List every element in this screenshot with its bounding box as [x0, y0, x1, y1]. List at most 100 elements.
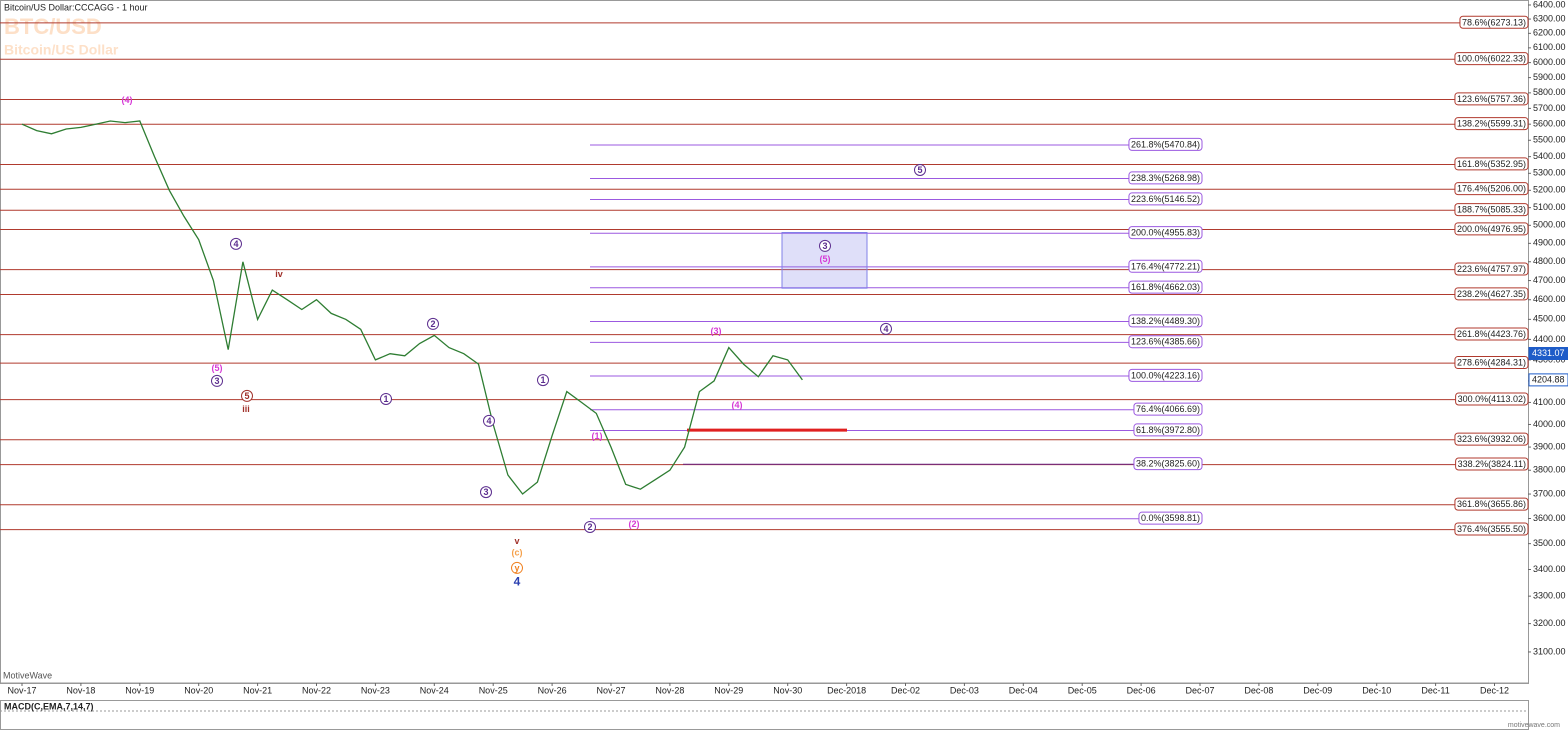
wave-label: 4: [486, 416, 491, 426]
outer-level-label: 376.4%(3555.50): [1457, 524, 1526, 534]
wave-circle: [483, 414, 495, 427]
price-line: [21, 120, 803, 495]
y-tick-label: 3700.00: [1533, 488, 1566, 498]
y-tick-label: 4600.00: [1533, 294, 1566, 304]
inner-level-label: 123.6%(4385.66): [1131, 337, 1200, 347]
inner-level-label: 38.2%(3825.60): [1136, 459, 1200, 469]
y-tick-label: 5000.00: [1533, 220, 1566, 230]
wave-label: v: [514, 536, 519, 546]
inner-level-label: 200.0%(4955.83): [1131, 228, 1200, 238]
outer-level-label: 300.0%(4113.02): [1458, 394, 1526, 404]
x-tick-label: Nov-28: [655, 685, 684, 695]
x-tick-label: Dec-07: [1185, 685, 1214, 695]
watermark: BTC/USD: [4, 14, 102, 39]
outer-level-label-box: [1454, 52, 1529, 66]
outer-level-label: 361.8%(3655.86): [1457, 499, 1526, 509]
inner-level-label: 61.8%(3972.80): [1136, 425, 1200, 435]
price-tag-label: 4331.07: [1532, 348, 1565, 358]
wave-circle: [914, 163, 926, 176]
wave-label: (2): [629, 519, 640, 529]
y-tick-label: 5100.00: [1533, 202, 1566, 212]
y-tick-label: 6300.00: [1533, 13, 1566, 23]
wave-label: 4: [514, 575, 521, 589]
x-tick-label: Nov-27: [596, 685, 625, 695]
wave-circle: [211, 374, 223, 387]
outer-level-label-box: [1454, 287, 1529, 301]
outer-level-label-box: [1454, 327, 1529, 341]
x-tick-label: Nov-29: [714, 685, 743, 695]
y-tick-label: 3900.00: [1533, 441, 1566, 451]
inner-level-label-box: [1138, 511, 1203, 525]
price-tag: [1528, 373, 1568, 387]
inner-level-label-box: [1133, 423, 1203, 437]
x-tick-label: Nov-20: [184, 685, 213, 695]
y-tick-label: 6000.00: [1533, 57, 1566, 67]
wave-label: iii: [242, 404, 250, 414]
y-tick-label: 6400.00: [1533, 0, 1566, 9]
outer-level-label-box: [1459, 15, 1529, 29]
y-tick-label: 5200.00: [1533, 185, 1566, 195]
wave-label: 2: [587, 522, 592, 532]
wave-label: (4): [122, 95, 133, 105]
inner-level-label-box: [1128, 137, 1203, 151]
inner-level-label-box: [1128, 335, 1203, 349]
x-tick-label: Dec-02: [891, 685, 920, 695]
y-tick-label: 3400.00: [1533, 564, 1566, 574]
y-tick-label: 3500.00: [1533, 538, 1566, 548]
wave-circle: [880, 322, 892, 335]
price-tag: [1528, 346, 1568, 360]
site: motivewave.com: [1508, 722, 1560, 729]
y-tick-label: 4100.00: [1533, 397, 1566, 407]
outer-level-label: 188.7%(5085.33): [1457, 205, 1526, 215]
wave-label: 1: [540, 375, 545, 385]
inner-level-label-box: [1133, 457, 1203, 471]
outer-level-label: 176.4%(5206.00): [1457, 184, 1526, 194]
watermark-sub: Bitcoin/US Dollar: [4, 42, 119, 58]
outer-level-label-box: [1454, 356, 1529, 370]
x-tick-label: Dec-09: [1303, 685, 1332, 695]
outer-level-label: 78.6%(6273.13): [1462, 17, 1526, 27]
inner-level-label-box: [1128, 280, 1203, 294]
outer-level-label-box: [1454, 157, 1529, 171]
x-tick-label: Dec-08: [1244, 685, 1273, 695]
outer-level-label-box: [1454, 203, 1529, 217]
outer-level-label-box: [1454, 222, 1529, 236]
wave-circle: [480, 486, 492, 499]
price-tag-label: 4204.88: [1532, 374, 1565, 384]
x-tick-label: Nov-30: [773, 685, 802, 695]
inner-level-label: 261.8%(5470.84): [1131, 139, 1200, 149]
chart-title: Bitcoin/US Dollar:CCCAGG - 1 hour: [4, 2, 148, 12]
inner-level-label-box: [1128, 314, 1203, 328]
outer-level-label-box: [1454, 117, 1529, 131]
y-tick-label: 3800.00: [1533, 465, 1566, 475]
y-tick-label: 3100.00: [1533, 646, 1566, 656]
y-tick-label: 5700.00: [1533, 103, 1566, 113]
wave-circle: [380, 392, 392, 405]
x-tick-label: Dec-04: [1009, 685, 1038, 695]
inner-level-label-box: [1128, 368, 1203, 382]
y-tick-label: 5800.00: [1533, 87, 1566, 97]
y-tick-label: 4700.00: [1533, 275, 1566, 285]
y-tick-label: 5600.00: [1533, 119, 1566, 129]
wave-label: iv: [275, 269, 283, 279]
outer-level-label-box: [1454, 432, 1529, 446]
y-tick-label: 5400.00: [1533, 151, 1566, 161]
outer-level-label: 223.6%(4757.97): [1457, 264, 1526, 274]
wave-label: 5: [244, 391, 249, 401]
inner-level-label-box: [1128, 171, 1203, 185]
wave-label: 3: [483, 487, 488, 497]
y-tick-label: 4400.00: [1533, 334, 1566, 344]
outer-level-label: 261.8%(4423.76): [1457, 329, 1526, 339]
y-tick-label: 6100.00: [1533, 42, 1566, 52]
x-tick-label: Nov-25: [479, 685, 508, 695]
x-tick-label: Dec-05: [1068, 685, 1097, 695]
y-tick-label: 3200.00: [1533, 618, 1566, 628]
outer-level-label: 161.8%(5352.95): [1457, 159, 1526, 169]
y-tick-label: 3300.00: [1533, 591, 1566, 601]
wave-label: 1: [383, 394, 388, 404]
x-tick-label: Nov-22: [302, 685, 331, 695]
inner-level-label: 100.0%(4223.16): [1131, 370, 1200, 380]
